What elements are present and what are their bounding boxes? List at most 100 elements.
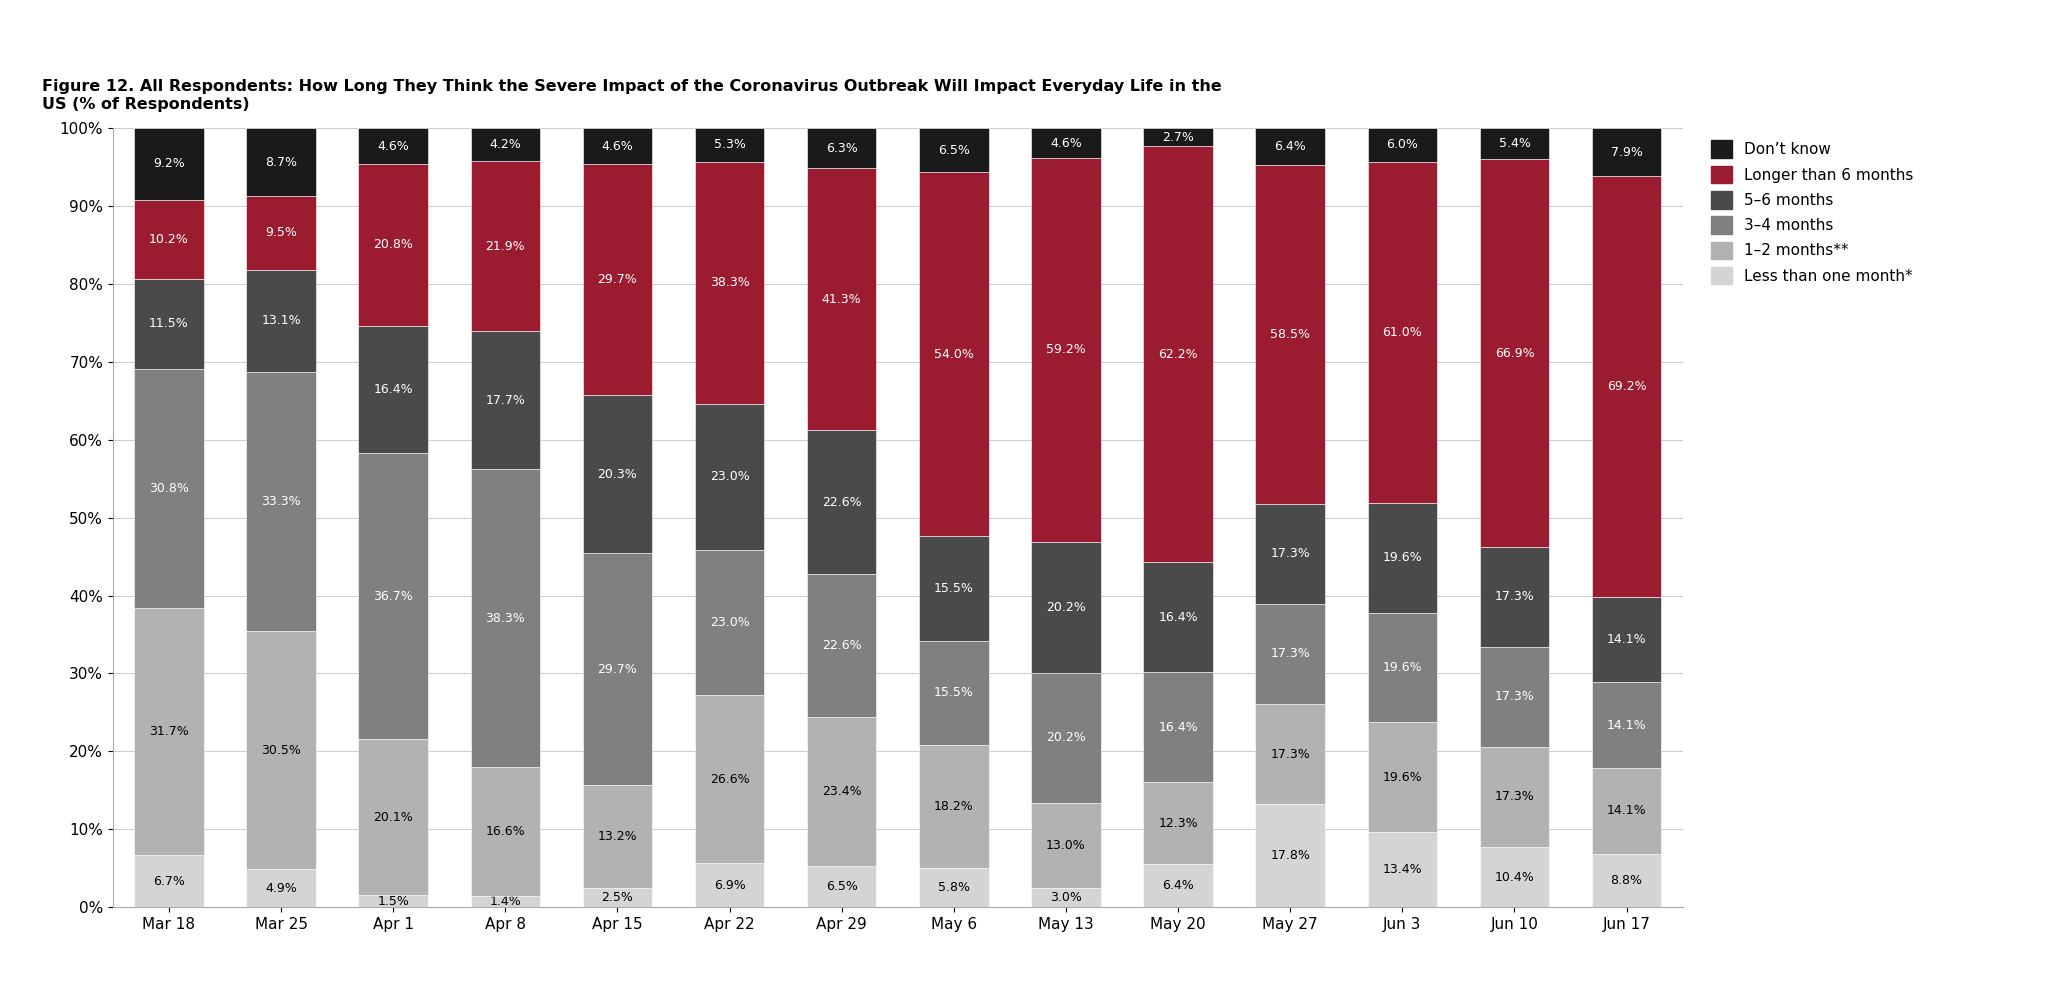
Bar	[919, 536, 989, 641]
Bar	[1479, 847, 1549, 907]
Text: 7.9%: 7.9%	[1611, 146, 1642, 159]
Bar	[1367, 162, 1436, 503]
Bar	[359, 164, 429, 325]
Text: 15.5%: 15.5%	[934, 582, 975, 595]
Bar	[1143, 146, 1213, 562]
Bar	[583, 128, 653, 164]
Text: 21.9%: 21.9%	[486, 240, 525, 252]
Bar	[806, 866, 876, 907]
Bar	[583, 164, 653, 395]
Bar	[133, 855, 203, 907]
Bar	[1143, 672, 1213, 782]
Bar	[133, 200, 203, 279]
Bar	[1256, 603, 1326, 704]
Text: 30.5%: 30.5%	[261, 743, 302, 756]
Bar	[1367, 128, 1436, 162]
Text: 38.3%: 38.3%	[486, 611, 525, 624]
Bar	[359, 128, 429, 164]
Bar	[1143, 782, 1213, 865]
Bar	[1143, 128, 1213, 146]
Text: 19.6%: 19.6%	[1383, 551, 1422, 564]
Text: 13.4%: 13.4%	[1383, 863, 1422, 877]
Text: 17.3%: 17.3%	[1270, 547, 1309, 560]
Bar	[359, 454, 429, 740]
Bar	[133, 608, 203, 855]
Bar	[246, 631, 316, 869]
Bar	[1256, 704, 1326, 805]
Bar	[1592, 597, 1662, 682]
Text: 31.7%: 31.7%	[150, 725, 189, 739]
Bar	[470, 767, 540, 896]
Bar	[806, 128, 876, 169]
Text: 58.5%: 58.5%	[1270, 328, 1309, 341]
Text: 36.7%: 36.7%	[373, 590, 412, 602]
Bar	[1479, 647, 1549, 746]
Text: 10.4%: 10.4%	[1494, 871, 1535, 883]
Bar	[806, 169, 876, 430]
Bar	[1143, 562, 1213, 672]
Text: 6.9%: 6.9%	[714, 879, 745, 891]
Bar	[806, 717, 876, 866]
Bar	[1479, 128, 1549, 160]
Text: 38.3%: 38.3%	[710, 276, 749, 290]
Bar	[1032, 128, 1100, 158]
Text: 4.2%: 4.2%	[490, 138, 521, 151]
Text: 9.2%: 9.2%	[154, 158, 185, 171]
Text: 5.8%: 5.8%	[938, 881, 971, 894]
Bar	[1592, 176, 1662, 597]
Text: 16.6%: 16.6%	[486, 825, 525, 838]
Text: 6.5%: 6.5%	[938, 144, 971, 157]
Text: 3.0%: 3.0%	[1051, 891, 1081, 904]
Text: 13.1%: 13.1%	[261, 315, 302, 327]
Text: 20.2%: 20.2%	[1047, 600, 1086, 613]
Bar	[919, 128, 989, 172]
Bar	[246, 270, 316, 372]
Bar	[696, 695, 763, 864]
Bar	[1479, 546, 1549, 647]
Bar	[919, 172, 989, 536]
Bar	[359, 740, 429, 895]
Text: 23.4%: 23.4%	[823, 785, 862, 798]
Bar	[696, 549, 763, 695]
Text: Figure 12. All Respondents: How Long They Think the Severe Impact of the Coronav: Figure 12. All Respondents: How Long The…	[43, 79, 1223, 111]
Text: 16.4%: 16.4%	[1157, 611, 1198, 624]
Text: 69.2%: 69.2%	[1607, 380, 1646, 392]
Text: 6.7%: 6.7%	[154, 875, 185, 887]
Text: 11.5%: 11.5%	[150, 317, 189, 330]
Legend: Don’t know, Longer than 6 months, 5–6 months, 3–4 months, 1–2 months**, Less tha: Don’t know, Longer than 6 months, 5–6 mo…	[1705, 136, 1919, 289]
Bar	[470, 896, 540, 907]
Bar	[246, 372, 316, 631]
Bar	[696, 128, 763, 162]
Bar	[583, 887, 653, 907]
Text: 17.7%: 17.7%	[486, 393, 525, 406]
Text: 54.0%: 54.0%	[934, 348, 975, 361]
Text: 20.2%: 20.2%	[1047, 732, 1086, 744]
Bar	[1592, 682, 1662, 768]
Bar	[1032, 804, 1100, 887]
Text: 16.4%: 16.4%	[373, 384, 412, 396]
Bar	[133, 369, 203, 608]
Bar	[696, 864, 763, 907]
Text: 20.1%: 20.1%	[373, 810, 412, 823]
Bar	[696, 404, 763, 549]
Text: 5.4%: 5.4%	[1498, 137, 1531, 150]
Text: 61.0%: 61.0%	[1383, 326, 1422, 339]
Text: 12.3%: 12.3%	[1157, 816, 1198, 829]
Text: 6.3%: 6.3%	[825, 142, 858, 155]
Bar	[470, 469, 540, 767]
Text: 2.7%: 2.7%	[1161, 131, 1194, 144]
Text: 23.0%: 23.0%	[710, 616, 749, 629]
Text: 19.6%: 19.6%	[1383, 662, 1422, 674]
Bar	[583, 785, 653, 887]
Bar	[133, 279, 203, 369]
Text: 13.0%: 13.0%	[1047, 839, 1086, 852]
Text: 59.2%: 59.2%	[1047, 343, 1086, 356]
Text: 22.6%: 22.6%	[823, 639, 862, 652]
Bar	[133, 128, 203, 200]
Bar	[246, 869, 316, 907]
Bar	[919, 868, 989, 907]
Bar	[246, 196, 316, 270]
Text: 30.8%: 30.8%	[150, 482, 189, 495]
Text: 41.3%: 41.3%	[823, 293, 862, 306]
Text: 20.3%: 20.3%	[597, 468, 638, 481]
